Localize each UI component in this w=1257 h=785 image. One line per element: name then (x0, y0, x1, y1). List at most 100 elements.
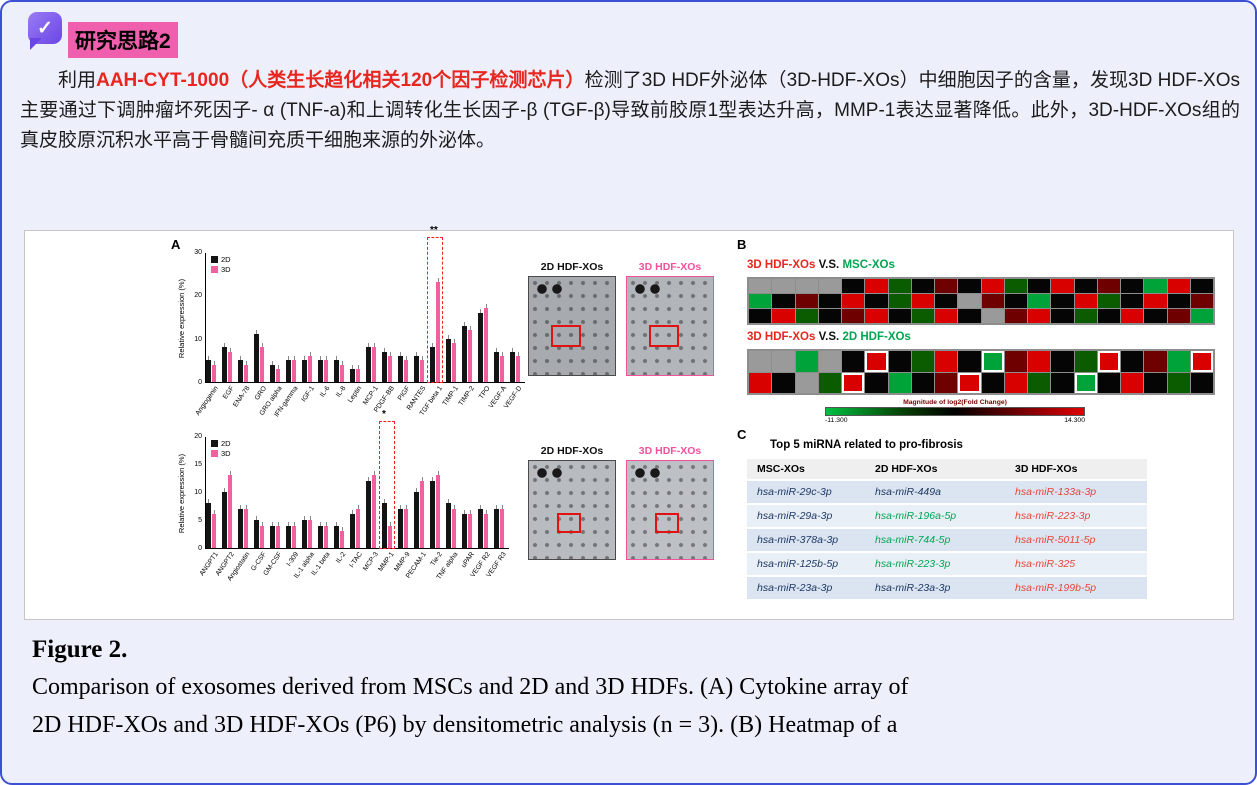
legend-label: 2D (221, 255, 231, 264)
bar-group (302, 516, 312, 548)
heatmap-cell (935, 372, 958, 393)
bar-2d (462, 510, 467, 548)
bar-group (286, 356, 296, 382)
heatmap-cell (935, 351, 958, 372)
bar-group (382, 499, 392, 548)
heatmap-cell (842, 372, 865, 393)
heatmap-cell (1028, 372, 1051, 393)
significance-box (427, 237, 443, 383)
bar-group (414, 352, 424, 382)
heatmap-cell (842, 351, 865, 372)
bar-group (430, 471, 440, 548)
heatmap-cell (1190, 309, 1213, 323)
x-tick-label: EGF (221, 385, 236, 401)
bar-3d (435, 278, 440, 382)
heatmap-cell (1121, 279, 1144, 293)
heatmap-cell (981, 351, 1004, 372)
x-tick-label: IL-1 beta (310, 551, 332, 578)
blot-2d-top: 2D HDF-XOs (528, 261, 616, 376)
heatmap-cell (842, 279, 865, 293)
heatmap-vs-msc (747, 277, 1215, 325)
heatmap-cell (865, 279, 888, 293)
blot-3d-top: 3D HDF-XOs (626, 261, 714, 376)
bar-2d (398, 504, 403, 548)
heatmap-cell (818, 294, 841, 308)
x-tick-label: IL-8 (335, 385, 348, 399)
chart-legend: 2D 3D (211, 439, 231, 459)
bar-3d (467, 510, 472, 548)
bar-group (382, 347, 392, 382)
heatmap-cell (1167, 309, 1190, 323)
heatmap-row (749, 279, 1213, 293)
panel-c-label: C (737, 427, 747, 442)
bar-group (510, 347, 520, 382)
highlight-box (557, 513, 581, 533)
bar-2d (222, 343, 227, 382)
y-axis: 0 10 20 30 (189, 249, 205, 386)
mirna-cell: hsa-miR-199b-5p (1015, 582, 1097, 594)
bar-3d (419, 356, 424, 382)
bar-group (206, 499, 216, 548)
bar-3d (291, 521, 296, 548)
heatmap-cell (1144, 351, 1167, 372)
x-tick-label: VEGF-D (503, 385, 524, 411)
panel-b-label: B (737, 237, 747, 252)
heatmap-cell (1004, 309, 1027, 323)
heatmap-cell (865, 294, 888, 308)
heatmap-row (749, 309, 1213, 323)
bar-group (494, 347, 504, 382)
heatmap-cell (795, 294, 818, 308)
heatmap-cell (1074, 372, 1097, 393)
heatmap-cell (865, 372, 888, 393)
mirna-column-header: MSC-XOs (757, 463, 805, 475)
bar-2d (366, 343, 371, 382)
bar-3d (403, 356, 408, 382)
heatmap-cell (1121, 372, 1144, 393)
heatmap-title-segment: 2D HDF-XOs (842, 331, 911, 343)
bar-group (318, 356, 328, 382)
x-tick-label: IGF-1 (300, 385, 316, 404)
bar-group (478, 504, 488, 548)
bar-3d (259, 343, 264, 382)
legend-swatch (211, 256, 218, 263)
heatmap-cell (1004, 294, 1027, 308)
mirna-table-header: MSC-XOs 2D HDF-XOs 3D HDF-XOs (747, 459, 1147, 479)
heatmap-row (749, 351, 1213, 372)
bar-2d (254, 330, 259, 382)
bar-2d (510, 347, 515, 382)
mirna-table: MSC-XOs 2D HDF-XOs 3D HDF-XOs hsa-miR-29c-3… (747, 459, 1147, 599)
x-tick-label: TPO (477, 385, 492, 401)
heatmap-cell (749, 309, 772, 323)
paragraph-segment: 利用 (58, 70, 97, 91)
x-axis-labels: ANGPT1 ANGPT2 Angiostatin G-CSF GM-CSF I-309 I… (198, 549, 509, 603)
bar-3d (243, 504, 248, 548)
bar-group (222, 471, 232, 548)
heatmap-row (749, 294, 1213, 308)
mirna-cell: hsa-miR-449a (875, 486, 941, 498)
x-tick-label: I-TAC (348, 551, 364, 570)
blot-2d-bottom: 2D HDF-XOs (528, 445, 616, 560)
x-tick-label: Angiogenin (194, 385, 220, 417)
heatmap-title-segment: MSC-XOs (842, 259, 895, 271)
legend-swatch (211, 450, 218, 457)
heatmap-cell (981, 372, 1004, 393)
heatmap1-title: 3D HDF-XOs V.S. MSC-XOs (747, 259, 895, 271)
scale-min: -11.300 (825, 417, 848, 424)
heatmap-cell (818, 279, 841, 293)
intro-paragraph: 利用AAH-CYT-1000（人类生长趋化相关120个因子检测芯片）检测了3D … (20, 66, 1240, 156)
bar-3d (451, 339, 456, 382)
legend-label: 3D (221, 449, 231, 458)
bar-3d (483, 510, 488, 548)
bar-2d (462, 321, 467, 382)
heatmap-cell (1028, 294, 1051, 308)
heatmap-cell (981, 279, 1004, 293)
heatmap-cell (749, 294, 772, 308)
bar-2d (382, 347, 387, 382)
bar-3d (387, 521, 392, 548)
bar-group (366, 343, 376, 382)
plot-area: 2D 3D ** (205, 225, 525, 383)
significance-box (379, 421, 395, 549)
heatmap-cell (1051, 309, 1074, 323)
heatmap-cell (981, 294, 1004, 308)
